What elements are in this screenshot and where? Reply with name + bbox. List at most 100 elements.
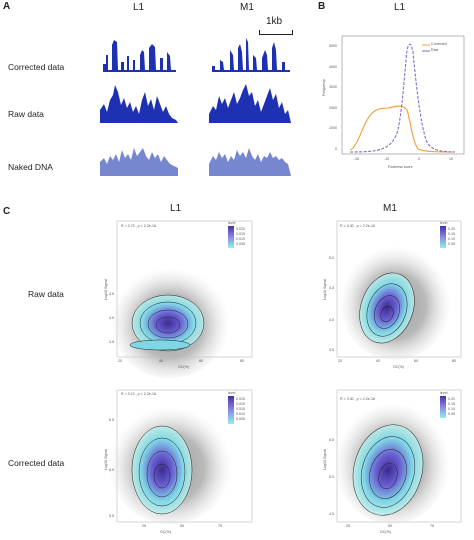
scale-bar-label: 1kb <box>266 16 283 27</box>
plot-corr-m1-xlabel: GC(%) <box>380 530 391 534</box>
track-corrected-l1 <box>103 40 176 72</box>
plot-corr-l1-ytick: 5.5 <box>109 514 114 518</box>
plot-corr-m1-legend-tick: 0.05 <box>448 412 455 416</box>
panel-c-letter: C <box>3 206 11 217</box>
plot-corr-l1-ytick: 6.5 <box>109 418 114 422</box>
plot-raw-l1-xtick: 40 <box>159 359 163 363</box>
panel-b-title: L1 <box>394 2 406 13</box>
panel-b-xtick-1: -20 <box>354 157 360 161</box>
plot-corr-l1-legend-title: level <box>228 391 236 395</box>
plot-raw-l1-legend-title: level <box>228 221 236 225</box>
row-label-raw: Raw data <box>8 109 44 119</box>
plot-corr-l1-legend-tick: 0.020 <box>236 402 245 406</box>
panel-c-row-corrected: Corrected data <box>8 458 65 468</box>
panel-b-ytick-4000: 4000 <box>329 65 337 69</box>
panel-b-xtick-2: -10 <box>384 157 390 161</box>
panel-c-row-raw: Raw data <box>28 289 64 299</box>
plot-corr-l1-ylabel: Log10 Signal <box>104 449 108 470</box>
plot-raw-m1-xtick: 20 <box>338 359 342 363</box>
plot-raw-m1-xtick: 40 <box>376 359 380 363</box>
scatter-plot-corrected-l1 <box>108 389 253 524</box>
panel-a-letter: A <box>3 1 11 12</box>
plot-raw-m1-legend-tick: 0.15 <box>448 232 455 236</box>
track-raw-l1 <box>100 85 178 123</box>
plot-raw-m1-xtick: 80 <box>452 359 456 363</box>
scatter-plot-raw-l1 <box>110 220 253 378</box>
plot-raw-m1-ytick: 5.0 <box>329 256 334 260</box>
plot-raw-l1-ytick: 4.0 <box>109 316 114 320</box>
plot-raw-l1-ytick: 4.5 <box>109 292 114 296</box>
track-naked-m1 <box>209 148 291 176</box>
plot-corr-l1-legend-tick: 0.005 <box>236 417 245 421</box>
panel-c-col-m1: M1 <box>383 203 397 214</box>
scatter-plot-corrected-m1 <box>334 389 462 524</box>
raw-curve <box>349 43 456 153</box>
plot-raw-l1-legend-tick: 0.010 <box>236 237 245 241</box>
plot-raw-m1-stats: R = 0.30 , p < 2.2e-16 <box>340 224 375 228</box>
panel-a-col-l1: L1 <box>133 2 145 13</box>
scale-bar <box>259 30 293 35</box>
plot-corr-l1-legend-tick: 0.015 <box>236 407 245 411</box>
plot-raw-m1-legend-title: level <box>440 221 448 225</box>
plot-raw-m1-ylabel: Log10 Signal <box>323 279 327 300</box>
panel-b-xlabel: Footness score <box>388 165 413 169</box>
plot-raw-m1-ytick: 4.5 <box>329 286 334 290</box>
panel-c-col-l1: L1 <box>170 203 182 214</box>
plot-raw-l1-xtick: 20 <box>118 359 122 363</box>
plot-corr-m1-legend-tick: 0.10 <box>448 407 455 411</box>
plot-raw-m1-xtick: 60 <box>414 359 418 363</box>
corrected-curve <box>349 105 456 153</box>
row-label-naked: Naked DNA <box>8 162 53 172</box>
plot-corr-m1-ytick: 5.0 <box>329 475 334 479</box>
track-raw-m1 <box>209 84 291 123</box>
panel-b-ytick-3000: 3000 <box>329 85 337 89</box>
plot-raw-l1-xtick: 80 <box>240 359 244 363</box>
plot-raw-l1-stats: R = 0.73 , p < 2.2e-16 <box>121 224 156 228</box>
plot-raw-m1-legend-tick: 0.05 <box>448 242 455 246</box>
plot-raw-m1-legend-tick: 0.20 <box>448 227 455 231</box>
panel-b-ytick-2000: 2000 <box>329 106 337 110</box>
legend-raw: Raw <box>431 48 439 52</box>
plot-corr-l1-xtick: 75 <box>218 524 222 528</box>
plot-raw-l1-legend-tick: 0.020 <box>236 227 245 231</box>
plot-raw-l1-legend-tick: 0.015 <box>236 232 245 236</box>
plot-corr-m1-legend-title: level <box>440 391 448 395</box>
panel-b-ytick-0: 0 <box>335 147 337 151</box>
plot-raw-l1-xtick: 60 <box>199 359 203 363</box>
plot-raw-m1-legend-tick: 0.10 <box>448 237 455 241</box>
plot-corr-m1-legend-tick: 0.15 <box>448 402 455 406</box>
panel-b-letter: B <box>318 1 326 12</box>
plot-corr-m1-ytick: 4.5 <box>329 512 334 516</box>
plot-raw-l1-legend-tick: 0.005 <box>236 242 245 246</box>
plot-corr-l1-xlabel: GC(%) <box>160 530 171 534</box>
plot-corr-l1-stats: R = 0.12 , p < 2.2e-16 <box>121 392 156 396</box>
tracks-svg <box>100 38 291 176</box>
plot-corr-m1-stats: R = 0.30 , p < 2.2e-16 <box>340 397 375 401</box>
plot-corr-m1-xtick: 50 <box>388 524 392 528</box>
plot-corr-m1-ylabel: Log10 Signal <box>323 449 327 470</box>
plot-raw-l1-ylabel: Log10 Signal <box>104 279 108 300</box>
density-plot <box>341 35 465 155</box>
track-naked-l1 <box>100 148 178 176</box>
track-corrected-m1 <box>212 38 290 72</box>
row-label-corrected: Corrected data <box>8 62 65 72</box>
plot-raw-l1-ytick: 3.5 <box>109 340 114 344</box>
plot-corr-l1-xtick: 50 <box>180 524 184 528</box>
plot-corr-m1-xtick: 75 <box>430 524 434 528</box>
plot-raw-m1-ytick: 4.0 <box>329 318 334 322</box>
plot-corr-l1-xtick: 25 <box>142 524 146 528</box>
plot-raw-l1-xlabel: GC(%) <box>178 365 189 369</box>
plot-corr-l1-ytick: 6.0 <box>109 468 114 472</box>
plot-raw-m1-ytick: 3.5 <box>329 348 334 352</box>
plot-corr-m1-xtick: 25 <box>346 524 350 528</box>
panel-b-xtick-3: 0 <box>418 157 420 161</box>
plot-corr-l1-legend-tick: 0.010 <box>236 412 245 416</box>
legend-corrected: Corrected <box>431 42 447 46</box>
scatter-plot-raw-m1 <box>336 220 462 360</box>
panel-a-col-m1: M1 <box>240 2 254 13</box>
panel-b-xtick-4: 10 <box>449 157 453 161</box>
plot-raw-m1-xlabel: GC(%) <box>393 365 404 369</box>
panel-b-ytick-1000: 1000 <box>329 126 337 130</box>
panel-b-ytick-5000: 5000 <box>329 44 337 48</box>
